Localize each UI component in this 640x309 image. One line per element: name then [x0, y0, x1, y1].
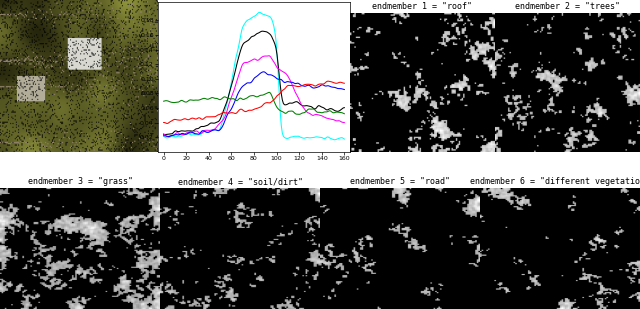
Text: endmember 2 = "trees": endmember 2 = "trees" [515, 2, 620, 11]
Text: endmember 1 = "roof": endmember 1 = "roof" [372, 2, 472, 11]
Text: endmember 6 = "different vegetation": endmember 6 = "different vegetation" [470, 177, 640, 186]
Text: endmember 4 = "soil/dirt": endmember 4 = "soil/dirt" [177, 177, 303, 186]
Text: endmember 3 = "grass": endmember 3 = "grass" [28, 177, 132, 186]
Text: endmember 5 = "road": endmember 5 = "road" [350, 177, 450, 186]
